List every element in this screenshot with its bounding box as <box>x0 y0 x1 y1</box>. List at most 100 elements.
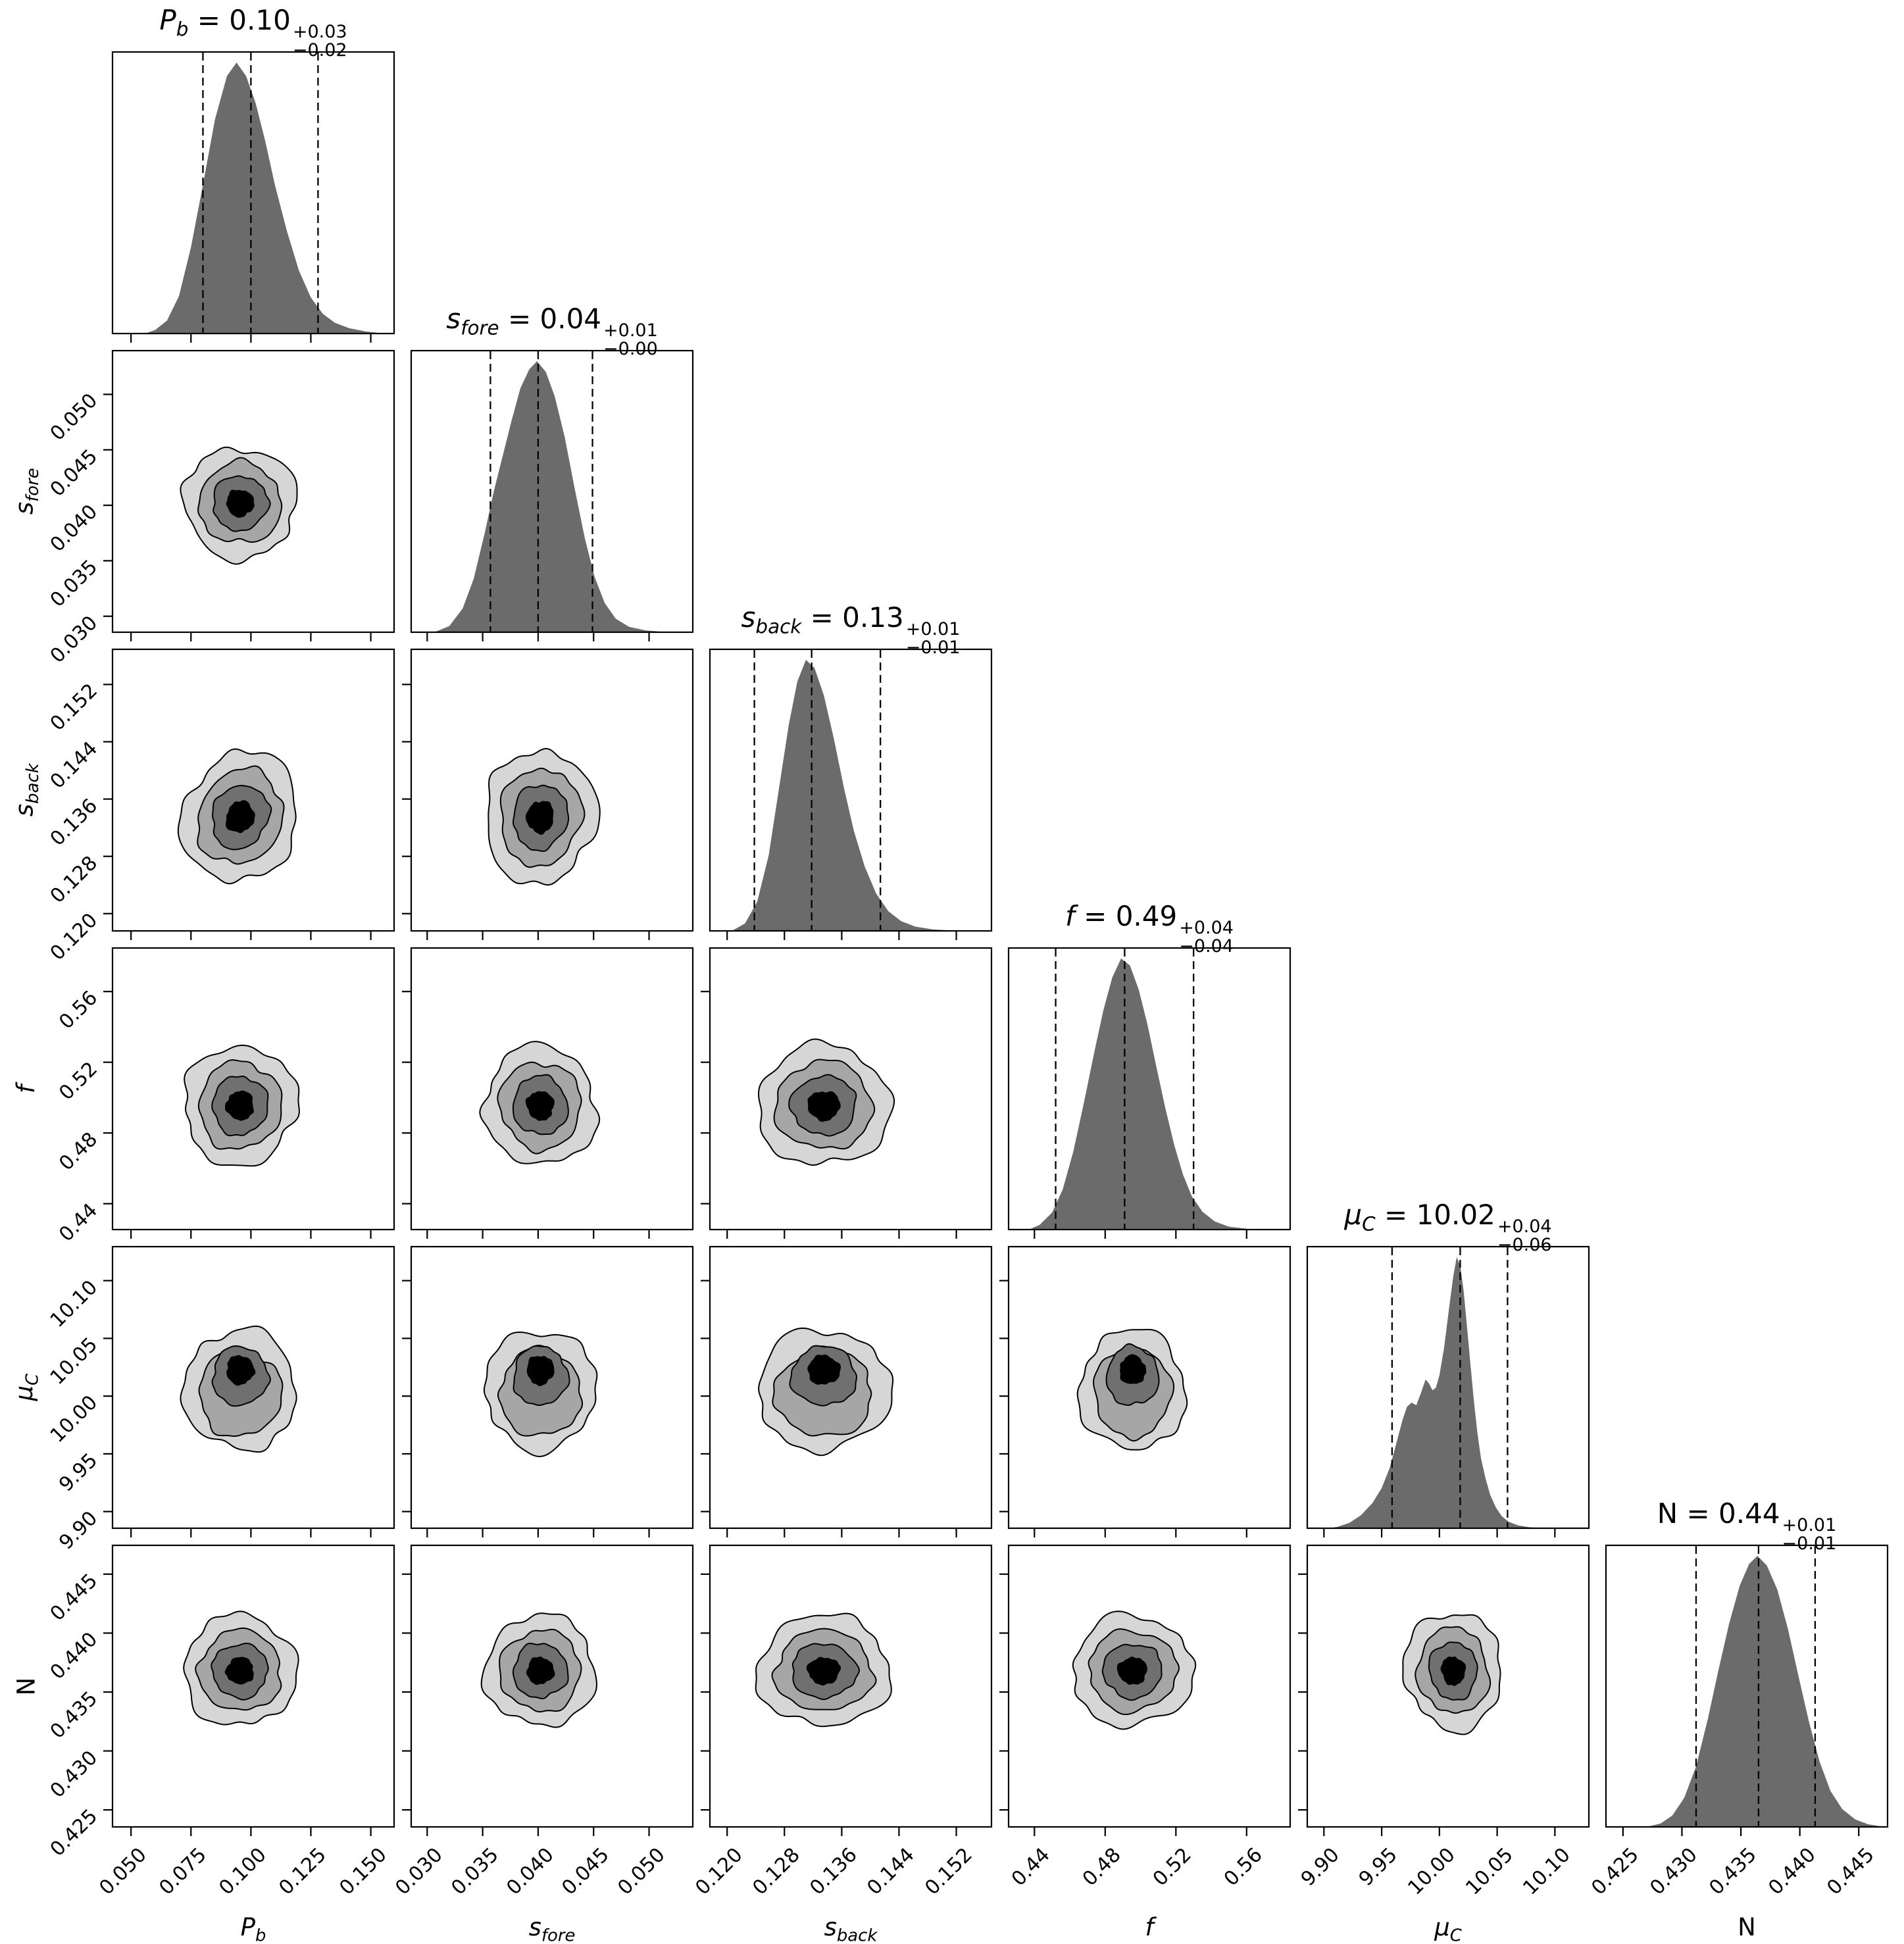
contour-panel-mu_C-vs-f-canvas <box>999 1245 1291 1537</box>
y-tick-label-text: 0.48 <box>55 1128 103 1176</box>
err-plus: +0.04 <box>1497 1216 1552 1237</box>
x-tick-label-text: 0.152 <box>920 1843 977 1900</box>
hist-panel-s_back <box>709 648 993 940</box>
contour-level-4 <box>1120 1354 1147 1384</box>
histogram-fill <box>709 660 992 932</box>
panel-frame <box>410 947 694 1231</box>
histogram-fill <box>1307 1257 1590 1529</box>
err-plus: +0.03 <box>292 22 347 42</box>
contour-panel-mu_C-vs-s_fore-canvas <box>402 1245 694 1537</box>
y-tick-label-text: 0.152 <box>45 679 103 736</box>
panel-frame <box>410 1544 694 1828</box>
contour-panel-s_back-vs-P_b <box>103 648 395 940</box>
contour-level-4 <box>526 1356 555 1387</box>
y-tick-label-text: 0.56 <box>55 986 103 1034</box>
x-tick-label-text: 0.120 <box>691 1843 747 1900</box>
xlabel-s_back: sback <box>824 1913 878 1944</box>
contour-level-4 <box>224 1657 254 1685</box>
panel-frame <box>111 349 395 634</box>
panel-frame <box>410 648 694 932</box>
x-tick-label-text: 0.125 <box>274 1843 332 1900</box>
panel-frame <box>709 1245 993 1530</box>
x-tick-label-text: 9.95 <box>1354 1843 1402 1891</box>
err-minus: −0.01 <box>905 637 961 659</box>
x-tick-label-text: 0.44 <box>1007 1843 1055 1891</box>
contour-level-4 <box>1116 1657 1147 1685</box>
panel-frame <box>1306 1544 1590 1828</box>
err-plus: +0.01 <box>1782 1515 1837 1535</box>
ylabel-mu_C: μC <box>10 1246 42 1529</box>
contour-level-4 <box>807 1355 841 1385</box>
contour-panel-N-vs-s_back <box>701 1544 993 1836</box>
hist-panel-N-canvas <box>1605 1544 1889 1836</box>
panel-frame <box>709 648 993 932</box>
contour-panel-N-vs-P_b <box>103 1544 395 1836</box>
y-tick-label-text: 0.425 <box>45 1805 103 1861</box>
title-N: N = 0.44 +0.01 −0.01 <box>1657 1497 1837 1555</box>
x-tick-label-text: 0.128 <box>748 1843 805 1900</box>
hist-panel-f <box>1007 947 1291 1239</box>
panel-frame <box>709 1544 993 1828</box>
contour-level-4 <box>526 1657 555 1685</box>
x-tick-label-text: 10.10 <box>1518 1843 1576 1900</box>
y-tick-label-text: 0.035 <box>45 555 103 612</box>
x-tick-label-text: 0.150 <box>334 1843 391 1900</box>
hist-panel-s_fore-canvas <box>410 349 694 641</box>
y-tick-label-text: 0.44 <box>55 1199 103 1247</box>
contour-panel-N-vs-s_fore-canvas <box>402 1544 694 1836</box>
x-tick-label-text: 0.050 <box>95 1843 151 1900</box>
y-tick-label-text: 0.430 <box>45 1745 103 1803</box>
contour-panel-s_back-vs-P_b-canvas <box>103 648 395 940</box>
title-errors-s_fore: +0.01 −0.00 <box>603 321 658 359</box>
hist-panel-s_back-canvas <box>709 648 993 940</box>
hist-panel-s_fore <box>410 349 694 641</box>
y-tick-label-text: 0.040 <box>45 500 103 557</box>
y-tick-label-text: 0.050 <box>45 389 103 446</box>
y-tick-label-text: 10.05 <box>45 1333 103 1390</box>
xlabel-P_b: Pb <box>240 1913 266 1944</box>
title-mu_C: μC = 10.02 +0.04 −0.06 <box>1344 1199 1552 1256</box>
err-plus: +0.04 <box>1179 918 1234 938</box>
ylabel-text-f: f <box>12 1084 41 1093</box>
ylabel-s_fore: sfore <box>10 350 42 633</box>
hist-panel-f-canvas <box>1007 947 1291 1239</box>
contour-panel-mu_C-vs-s_back-canvas <box>701 1245 993 1537</box>
contour-panel-mu_C-vs-P_b <box>103 1245 395 1537</box>
contour-panel-mu_C-vs-f <box>999 1245 1291 1537</box>
contour-panel-f-vs-P_b <box>103 947 395 1239</box>
contour-panel-s_fore-vs-P_b-canvas <box>103 349 395 641</box>
y-tick-label-text: 0.045 <box>45 445 103 501</box>
panel-frame <box>1007 947 1291 1231</box>
y-tick-label-text: 0.435 <box>45 1687 103 1743</box>
hist-panel-mu_C-canvas <box>1306 1245 1590 1537</box>
contour-level-4 <box>226 489 255 518</box>
x-tick-label-text: 0.425 <box>1587 1843 1643 1900</box>
contour-panel-f-vs-s_back <box>701 947 993 1239</box>
contour-panel-f-vs-s_fore-canvas <box>402 947 694 1239</box>
contour-panel-N-vs-s_fore <box>402 1544 694 1836</box>
x-tick-label-text: 9.90 <box>1297 1843 1345 1891</box>
contour-panel-N-vs-f-canvas <box>999 1544 1291 1836</box>
ylabel-text-N: N <box>12 1677 41 1695</box>
panel-frame <box>111 947 395 1231</box>
panel-frame <box>410 349 694 634</box>
panel-frame <box>111 1544 395 1828</box>
ylabel-text-s_back: sback <box>10 763 43 817</box>
panel-frame <box>1007 1544 1291 1828</box>
x-tick-label-text: 0.48 <box>1078 1843 1126 1891</box>
title-errors-P_b: +0.03 −0.02 <box>292 22 347 60</box>
title-errors-f: +0.04 −0.04 <box>1179 918 1234 957</box>
ylabel-N: N <box>12 1545 41 1828</box>
y-tick-label-text: 0.445 <box>45 1569 103 1626</box>
title-s_back: sback = 0.13 +0.01 −0.01 <box>741 601 961 659</box>
histogram-fill <box>411 361 693 633</box>
xlabel-N: N <box>1738 1913 1756 1941</box>
y-tick-label-text: 0.128 <box>45 851 103 908</box>
contour-level-4 <box>226 800 255 834</box>
panel-frame <box>410 1245 694 1530</box>
x-tick-label-text: 0.440 <box>1763 1843 1820 1900</box>
x-tick-label-text: 0.035 <box>446 1843 503 1900</box>
title-errors-s_back: +0.01 −0.01 <box>906 620 961 657</box>
err-minus: −0.04 <box>1179 936 1234 957</box>
